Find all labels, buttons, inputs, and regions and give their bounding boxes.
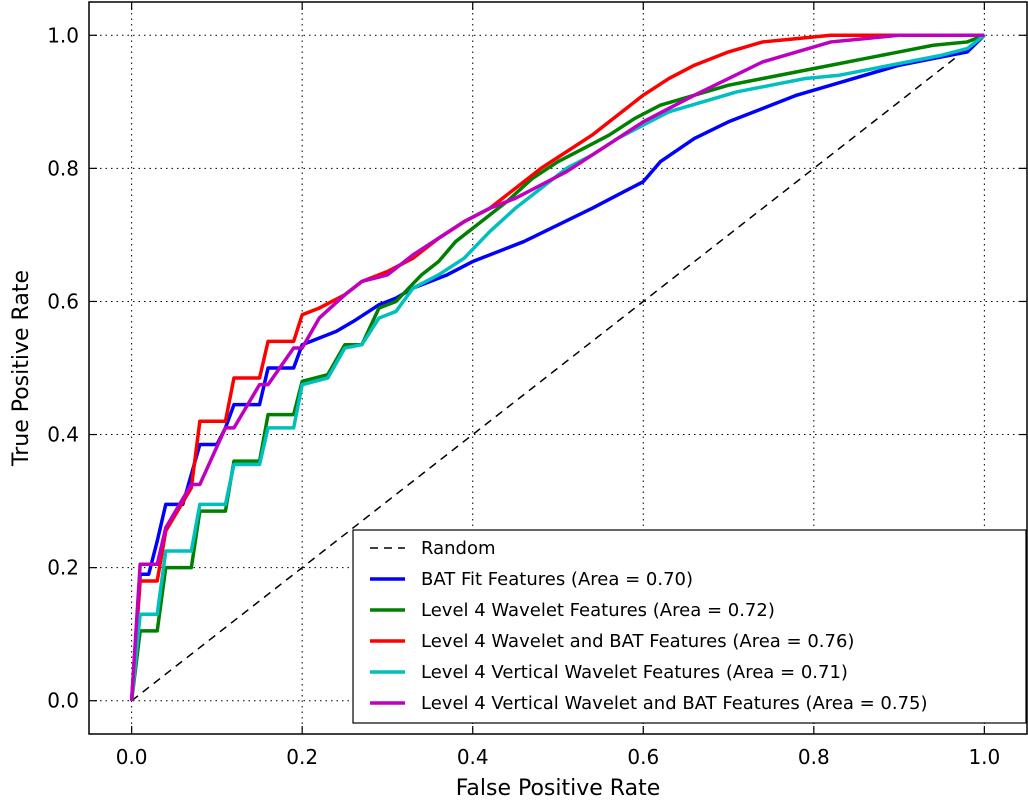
x-tick-label: 0.2 bbox=[286, 745, 318, 769]
legend: Random BAT Fit Features (Area = 0.70) Leve… bbox=[352, 529, 1027, 724]
axes-frame bbox=[88, 1, 1028, 735]
legend-label-0: Random bbox=[421, 538, 496, 559]
x-tick-label: 0.0 bbox=[116, 745, 148, 769]
y-tick-label: 1.0 bbox=[47, 23, 79, 47]
x-tick-label: 0.4 bbox=[457, 745, 489, 769]
x-tick-label: 0.6 bbox=[627, 745, 659, 769]
legend-label-3: Level 4 Wavelet and BAT Features (Area =… bbox=[421, 631, 854, 652]
y-tick-label: 0.2 bbox=[47, 556, 79, 580]
legend-label-5: Level 4 Vertical Wavelet and BAT Feature… bbox=[421, 693, 928, 714]
legend-label-2: Level 4 Wavelet Features (Area = 0.72) bbox=[421, 600, 775, 621]
x-axis-label: False Positive Rate bbox=[456, 776, 660, 801]
y-tick-label: 0.4 bbox=[47, 423, 79, 447]
series-line-4 bbox=[129, 33, 986, 701]
plot-area bbox=[129, 33, 986, 702]
ticks: 0.0 0.2 0.4 0.6 0.8 1.0 0.0 0.2 0.4 0.6 0.8 1.0 bbox=[47, 2, 1027, 769]
x-tick-label: 1.0 bbox=[968, 745, 1000, 769]
x-tick-label: 0.8 bbox=[798, 745, 830, 769]
series-line-5 bbox=[129, 33, 985, 701]
y-tick-label: 0.0 bbox=[47, 689, 79, 713]
legend-label-4: Level 4 Vertical Wavelet Features (Area … bbox=[421, 662, 848, 683]
legend-box bbox=[352, 529, 1027, 724]
series-line-0 bbox=[131, 34, 985, 702]
y-axis-label: True Positive Rate bbox=[9, 270, 34, 467]
y-tick-label: 0.6 bbox=[47, 289, 79, 313]
legend-label-1: BAT Fit Features (Area = 0.70) bbox=[421, 569, 693, 590]
y-tick-label: 0.8 bbox=[47, 156, 79, 180]
